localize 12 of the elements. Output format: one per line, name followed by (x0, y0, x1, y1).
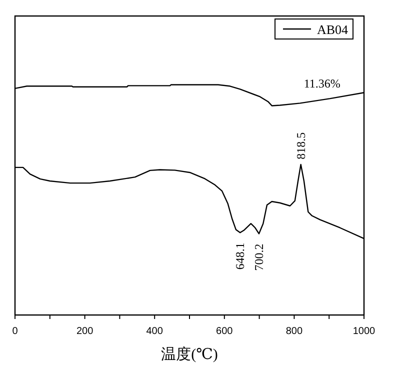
x-tick-label: 0 (12, 326, 18, 337)
annotation: 648.1 (233, 242, 248, 270)
x-tick-label: 600 (216, 326, 234, 337)
x-axis-title: 温度(℃) (161, 346, 218, 363)
x-tick-label: 1000 (352, 326, 376, 337)
x-tick-label: 800 (286, 326, 303, 337)
x-tick-label: 400 (146, 326, 164, 337)
legend-label: AB04 (317, 22, 349, 37)
annotation: 11.36% (304, 76, 340, 91)
annotation: 700.2 (252, 244, 266, 271)
annotation: 818.5 (294, 132, 308, 160)
x-tick-label: 200 (76, 326, 94, 337)
